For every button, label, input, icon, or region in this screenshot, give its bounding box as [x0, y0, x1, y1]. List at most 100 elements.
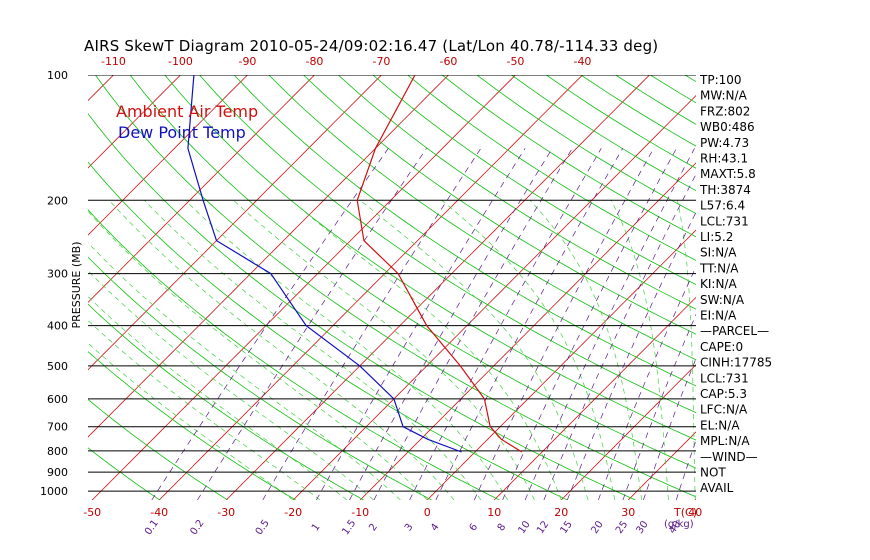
mixing-ratio-tick-label: 0.1: [143, 518, 161, 537]
stability-index-item: TH:3874: [699, 183, 751, 197]
moist-adiabat-line: [88, 242, 401, 500]
stability-index-item: WB0:486: [700, 120, 755, 134]
moist-adiabat-line: [610, 200, 669, 500]
moist-adiabat-line: [88, 270, 374, 500]
dry-adiabat-line: [476, 75, 696, 214]
top-temperature-tick-label: -110: [101, 55, 126, 68]
stability-index-item: NOT: [700, 466, 726, 480]
stability-index-item: KI:N/A: [700, 277, 737, 291]
pressure-tick-label: 500: [47, 360, 68, 373]
pressure-tick-label: 300: [47, 268, 68, 281]
dew-point-temp-trace: [187, 75, 462, 453]
bottom-temperature-tick-label: -40: [150, 506, 168, 519]
isotherm-line: [762, 75, 870, 500]
mixing-ratio-tick-label: 6: [468, 522, 481, 534]
dry-adiabat-line: [233, 75, 696, 387]
stability-index-item: LCL:731: [700, 371, 749, 385]
isotherm-line: [560, 364, 696, 500]
dry-adiabat-line: [88, 303, 364, 500]
chart-grid: [0, 75, 870, 500]
stability-index-item: RH:43.1: [700, 152, 748, 166]
isotherm-line: [88, 75, 449, 438]
pressure-tick-label: 200: [47, 194, 68, 207]
chart-traces: [187, 75, 523, 453]
dry-adiabat-line: [88, 161, 568, 500]
dry-adiabat-line: [407, 75, 696, 261]
pressure-tick-label: 600: [47, 393, 68, 406]
stability-index-item: CINH:17785: [700, 356, 772, 370]
dry-adiabat-line: [88, 351, 296, 500]
stability-index-item: —WIND—: [700, 450, 758, 464]
mixing-ratio-line: [197, 148, 427, 500]
stability-index-item: MPL:N/A: [700, 434, 750, 448]
dry-adiabat-line: [88, 447, 161, 500]
bottom-temperature-tick-label: -50: [83, 506, 101, 519]
stability-index-item: TT:N/A: [699, 261, 739, 275]
dry-adiabat-line: [129, 75, 696, 469]
stability-index-item: —PARCEL—: [700, 324, 769, 338]
pressure-tick-label: 700: [47, 421, 68, 434]
mixing-ratio-tick-label: 3: [403, 522, 416, 534]
bottom-temperature-tick-label: -30: [217, 506, 235, 519]
mixing-ratio-tick-label: 1: [310, 522, 323, 534]
mixing-ratio-tick-label: 20: [589, 519, 605, 536]
stability-index-item: LI:5.2: [700, 230, 733, 244]
moist-adiabat-line: [441, 200, 616, 500]
isotherm-line: [88, 75, 114, 102]
pressure-tick-label: 800: [47, 445, 68, 458]
mixing-ratio-tick-label: 25: [614, 519, 630, 536]
mixing-ratio-tick-label: 15: [558, 519, 574, 536]
dry-adiabat-line: [199, 75, 696, 414]
top-temperature-tick-label: -80: [305, 55, 323, 68]
mixing-ratio-line: [316, 148, 526, 500]
isotherm-line: [829, 75, 870, 500]
dry-adiabat-line: [441, 75, 696, 238]
moist-adiabat-line: [185, 200, 508, 500]
moist-adiabat-line: [88, 296, 348, 500]
isotherm-line: [225, 75, 650, 500]
dry-adiabat-line: [88, 113, 636, 500]
isotherm-line: [292, 94, 696, 500]
isotherm-line: [158, 75, 583, 500]
bottom-temperature-tick-label: -10: [351, 506, 369, 519]
pressure-tick-label: 400: [47, 320, 68, 333]
pressure-tick-label: 900: [47, 466, 68, 479]
moist-adiabat-line: [108, 200, 455, 500]
legend-ambient-air-temp: Ambient Air Temp: [116, 102, 258, 121]
chart-title: AIRS SkewT Diagram 2010-05-24/09:02:16.4…: [84, 37, 658, 55]
bottom-axis-labels: -50 -40 -30 -20 -10 0 10 20 30 40T(C) 0.1 0.2 0.5 1 1.…: [83, 506, 702, 537]
stability-index-item: SI:N/A: [700, 246, 737, 260]
bottom-temperature-tick-label: 40: [688, 506, 702, 519]
stability-index-item: MAXT:5.8: [700, 167, 756, 181]
dry-adiabat-line: [372, 75, 696, 285]
stability-index-item: SW:N/A: [700, 293, 745, 307]
stability-index-item: CAP:5.3: [700, 387, 747, 401]
mixing-ratio-tick-label: 0.5: [254, 518, 272, 537]
isotherm-line: [0, 75, 47, 500]
mixing-ratio-tick-label: 4: [429, 522, 442, 534]
mixing-ratio-tick-label: 8: [496, 522, 509, 534]
dry-adiabat-line: [337, 75, 696, 310]
mixing-ratio-tick-label: 12: [535, 519, 551, 536]
top-temperature-tick-label: -60: [439, 55, 457, 68]
mixing-ratio-tick-label: 0.2: [188, 518, 206, 537]
dry-adiabat-line: [88, 256, 432, 500]
moist-adiabat-line: [233, 200, 535, 500]
isotherm-line: [88, 75, 382, 371]
mixing-ratio-tick-label: 10: [516, 519, 532, 536]
pressure-tick-label: 1000: [40, 485, 68, 498]
moist-adiabat-line: [88, 342, 294, 500]
stability-index-item: MW:N/A: [700, 89, 748, 103]
ambient-air-temp-trace: [356, 75, 523, 453]
top-temperature-tick-label: -50: [506, 55, 524, 68]
mixing-ratio-tick-label: 1.5: [340, 518, 358, 537]
stability-index-item: LCL:731: [700, 214, 749, 228]
moist-adiabat-line: [359, 200, 589, 500]
moist-adiabat-line: [529, 200, 642, 500]
isotherm-line: [493, 296, 696, 500]
moist-adiabat-line: [677, 200, 696, 500]
stability-index-item: EI:N/A: [700, 309, 737, 323]
moist-adiabat-line: [88, 210, 428, 500]
stability-index-item: FRZ:802: [700, 104, 750, 118]
